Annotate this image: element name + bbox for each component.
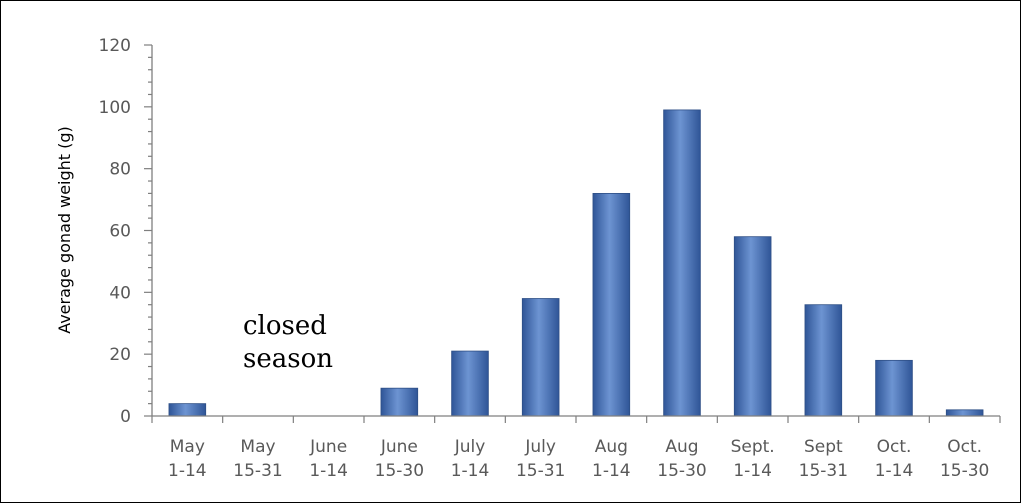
x-tick-label: 15-31 xyxy=(799,461,848,481)
bar xyxy=(663,109,701,417)
x-tick-label: 15-30 xyxy=(375,461,424,481)
x-tick-label: 15-30 xyxy=(940,461,989,481)
bar xyxy=(451,350,489,417)
bar xyxy=(733,236,772,417)
bar-series xyxy=(168,109,984,417)
bar xyxy=(592,192,631,417)
x-tick-label: July xyxy=(524,437,556,457)
x-axis-tick-labels: May 1-14 May 15-31 June 1-14 June 15-30 July 1-14… xyxy=(168,437,989,481)
x-tick-label: 15-30 xyxy=(657,461,706,481)
x-tick-label: 15-31 xyxy=(516,461,565,481)
y-tick-label: 80 xyxy=(109,160,131,180)
bar xyxy=(804,304,843,417)
bar xyxy=(380,387,419,417)
closed-season-annotation-line2: season xyxy=(243,344,333,374)
closed-season-annotation-line1: closed xyxy=(243,311,327,341)
x-tick-label: May xyxy=(170,437,205,457)
y-axis-ticks xyxy=(144,44,152,417)
x-tick-label: July xyxy=(454,437,486,457)
x-tick-label: 1-14 xyxy=(451,461,490,481)
x-tick-label: Oct. xyxy=(947,437,982,457)
x-tick-label: 1-14 xyxy=(875,461,914,481)
y-tick-label: 120 xyxy=(99,36,131,56)
x-tick-label: Sept xyxy=(804,437,843,457)
y-tick-label: 20 xyxy=(109,345,131,365)
y-tick-label: 60 xyxy=(109,222,131,242)
x-tick-label: 1-14 xyxy=(592,461,631,481)
x-axis-ticks xyxy=(151,416,1001,423)
bar xyxy=(875,359,913,417)
x-tick-label: May xyxy=(240,437,275,457)
y-tick-label: 40 xyxy=(109,283,131,303)
x-tick-label: Oct. xyxy=(877,437,912,457)
x-tick-label: Aug xyxy=(595,437,628,457)
y-tick-label: 100 xyxy=(99,98,131,118)
x-tick-label: Aug xyxy=(665,437,698,457)
x-tick-label: June xyxy=(309,437,347,457)
x-tick-label: 15-31 xyxy=(233,461,282,481)
bar xyxy=(521,298,560,417)
bar xyxy=(945,409,984,417)
y-tick-label: 0 xyxy=(120,407,131,427)
x-tick-label: 1-14 xyxy=(309,461,348,481)
y-axis-title: Average gonad weight (g) xyxy=(55,126,74,334)
x-tick-label: June xyxy=(380,437,418,457)
x-tick-label: Sept. xyxy=(731,437,775,457)
x-tick-label: 1-14 xyxy=(733,461,772,481)
x-tick-label: 1-14 xyxy=(168,461,207,481)
y-axis-tick-labels: 0 20 40 60 80 100 120 xyxy=(99,36,131,427)
bar xyxy=(168,403,207,417)
